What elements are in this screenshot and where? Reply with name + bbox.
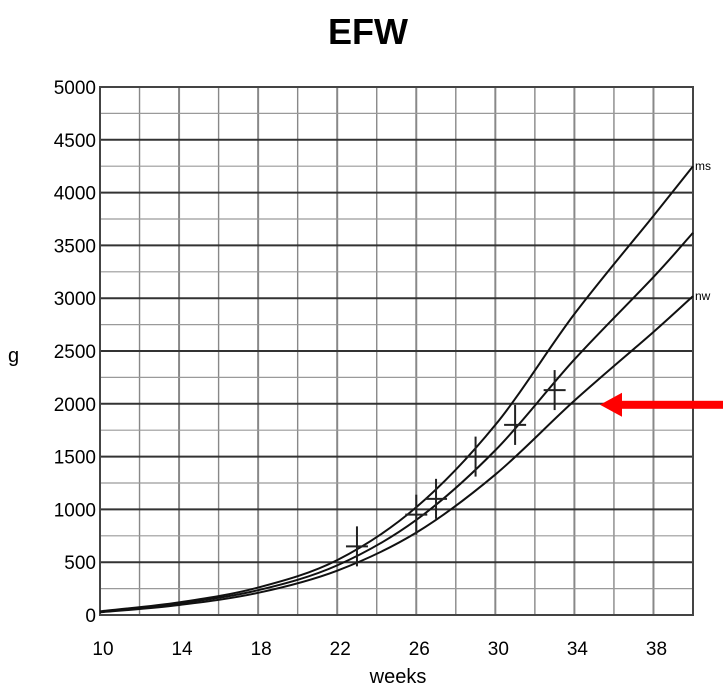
y-axis-label: g xyxy=(8,345,19,367)
measurement-marker xyxy=(405,494,428,535)
y-tick-label: 4500 xyxy=(54,131,96,152)
arrow-head xyxy=(600,392,622,417)
measurement-marker xyxy=(464,436,487,477)
x-tick-label: 14 xyxy=(171,639,193,660)
measurement-marker xyxy=(504,404,527,445)
y-tick-label: 0 xyxy=(85,606,96,627)
y-tick-label: 5000 xyxy=(54,78,96,99)
x-tick-label: 38 xyxy=(646,639,667,660)
x-tick-label: 26 xyxy=(409,639,430,660)
measurement-marker xyxy=(543,370,566,411)
plot-frame xyxy=(99,86,694,616)
y-tick-label: 3500 xyxy=(54,236,96,257)
series-name-label: ms xyxy=(695,159,711,173)
arrow-shaft xyxy=(616,400,723,409)
grid xyxy=(99,86,694,616)
measurement-marker xyxy=(425,478,448,519)
series-line xyxy=(99,165,694,613)
y-tick-label: 4000 xyxy=(54,184,96,205)
y-tick-label: 2000 xyxy=(54,395,96,416)
y-tick-label: 3000 xyxy=(54,289,96,310)
x-tick-label: 22 xyxy=(330,639,351,660)
y-tick-label: 2500 xyxy=(54,342,96,363)
red-arrow-annotation xyxy=(600,392,723,417)
measurement-marker xyxy=(345,526,368,567)
series-tags: ms nw xyxy=(695,159,711,303)
y-tick-label: 1000 xyxy=(54,500,96,521)
series-line xyxy=(99,295,694,614)
y-tick-label: 1500 xyxy=(54,448,96,469)
x-tick-label: 30 xyxy=(488,639,509,660)
measurement-markers xyxy=(345,370,566,567)
y-tick-label: 500 xyxy=(64,553,96,574)
x-tick-label: 10 xyxy=(92,639,113,660)
percentile-curves xyxy=(99,165,694,614)
x-tick-labels: 10 14 18 22 26 30 34 38 xyxy=(92,639,667,660)
chart-title: EFW xyxy=(328,11,408,52)
y-tick-labels: 0 500 1000 1500 2000 2500 3000 3500 4000 4500 5000 xyxy=(54,78,96,627)
series-name-label: nw xyxy=(695,289,711,303)
x-tick-label: 18 xyxy=(251,639,272,660)
x-axis-label: weeks xyxy=(369,666,427,688)
x-tick-label: 34 xyxy=(567,639,589,660)
series-line xyxy=(99,232,694,613)
